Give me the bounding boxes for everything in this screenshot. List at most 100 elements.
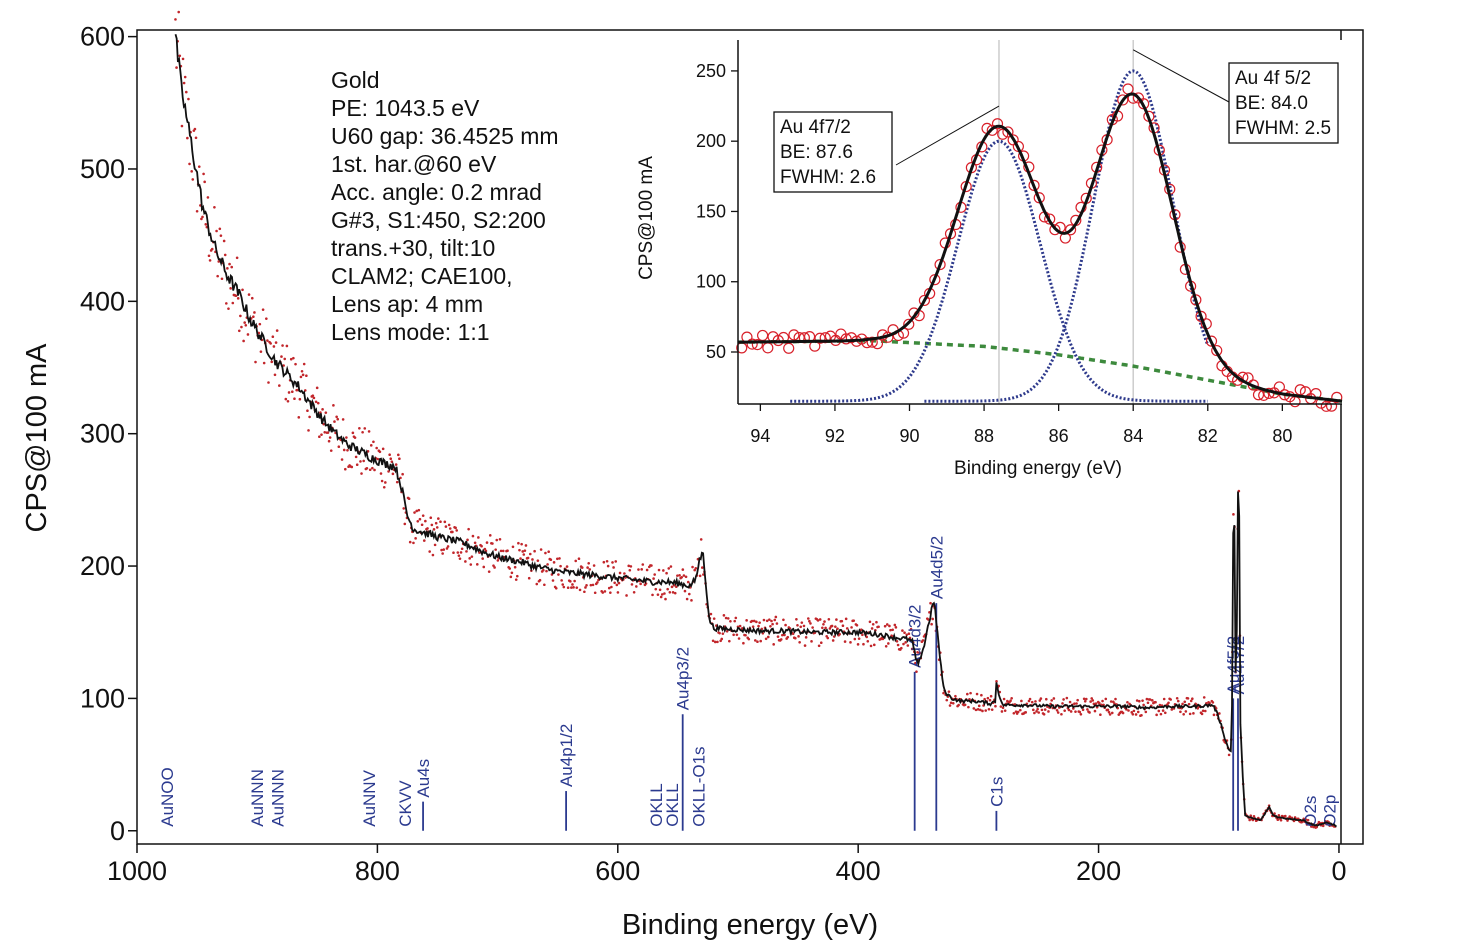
survey-noise-dot — [884, 644, 888, 648]
survey-noise-dot — [765, 619, 769, 623]
inset-x-tick-label: 82 — [1198, 426, 1218, 446]
survey-noise-dot — [414, 537, 417, 540]
survey-noise-dot — [1062, 698, 1065, 701]
survey-noise-dot — [527, 576, 531, 580]
inset-data-marker — [1320, 400, 1332, 412]
survey-noise-dot — [577, 557, 581, 561]
survey-noise-dot — [203, 180, 206, 184]
survey-noise-dot — [606, 564, 610, 568]
survey-noise-dot — [488, 534, 492, 537]
survey-noise-dot — [1086, 708, 1089, 711]
survey-noise-dot — [558, 557, 561, 560]
survey-noise-dot — [1001, 706, 1005, 710]
survey-noise-dot — [902, 642, 905, 646]
survey-noise-dot — [1009, 699, 1012, 703]
peak-box-frame — [1228, 62, 1339, 144]
survey-noise-dot — [654, 587, 658, 591]
survey-noise-dot — [514, 578, 518, 581]
survey-noise-dot — [387, 470, 390, 473]
survey-noise-dot — [989, 694, 993, 698]
survey-noise-dot — [990, 708, 994, 711]
survey-noise-dot — [1028, 697, 1032, 701]
survey-noise-dot — [742, 641, 745, 645]
survey-noise-dot — [824, 626, 827, 630]
survey-noise-dot — [243, 321, 246, 324]
survey-noise-dot — [810, 640, 813, 643]
survey-noise-dot — [340, 458, 344, 461]
survey-noise-dot — [676, 574, 679, 577]
survey-noise-dot — [709, 612, 713, 616]
survey-noise-dot — [1140, 713, 1143, 717]
survey-noise-dot — [412, 541, 415, 545]
survey-noise-dot — [1104, 697, 1108, 701]
survey-noise-dot — [1030, 700, 1034, 704]
survey-noise-dot — [250, 296, 254, 300]
survey-noise-dot — [443, 520, 447, 524]
annotation-line: Acc. angle: 0.2 mrad — [331, 179, 542, 205]
survey-noise-dot — [1218, 712, 1221, 715]
survey-noise-dot — [640, 568, 644, 571]
survey-noise-dot — [355, 463, 359, 467]
survey-noise-dot — [587, 561, 590, 565]
survey-noise-dot — [632, 591, 636, 594]
survey-noise-dot — [580, 566, 584, 569]
survey-noise-dot — [493, 566, 496, 569]
survey-noise-dot — [722, 614, 726, 617]
survey-noise-dot — [1037, 711, 1041, 714]
survey-noise-dot — [333, 420, 336, 423]
survey-noise-dot — [283, 357, 287, 361]
survey-noise-dot — [213, 205, 216, 209]
survey-noise-dot — [1211, 701, 1215, 704]
survey-noise-dot — [1083, 699, 1087, 703]
survey-noise-dot — [768, 618, 771, 621]
survey-noise-dot — [510, 571, 514, 575]
survey-noise-dot — [1027, 699, 1031, 703]
survey-noise-dot — [354, 455, 358, 459]
inset-fit-envelope — [737, 92, 1343, 403]
survey-noise-dot — [398, 457, 401, 461]
survey-noise-dot — [783, 633, 786, 637]
survey-noise-dot — [678, 573, 681, 577]
survey-noise-dot — [336, 417, 340, 421]
survey-noise-dot — [267, 381, 270, 384]
survey-noise-dot — [1276, 818, 1280, 821]
survey-noise-dot — [683, 589, 687, 593]
survey-noise-dot — [1093, 709, 1097, 713]
survey-noise-dot — [1175, 696, 1179, 700]
survey-noise-dot — [1135, 699, 1139, 702]
peak-box-line: BE: 84.0 — [1235, 93, 1308, 114]
survey-noise-dot — [1000, 710, 1004, 713]
survey-noise-dot — [835, 618, 838, 621]
survey-noise-dot — [1127, 709, 1130, 712]
main-x-tick-label: 200 — [1076, 856, 1121, 886]
survey-noise-dot — [905, 633, 909, 637]
survey-noise-dot — [341, 418, 345, 421]
survey-noise-dot — [1110, 711, 1114, 715]
survey-noise-dot — [261, 308, 265, 311]
survey-noise-dot — [247, 293, 251, 296]
survey-noise-dot — [887, 642, 890, 645]
survey-noise-dot — [796, 624, 799, 627]
survey-noise-dot — [669, 565, 673, 568]
survey-noise-dot — [844, 617, 848, 621]
survey-noise-dot — [988, 698, 992, 702]
survey-noise-dot — [860, 628, 863, 631]
survey-noise-dot — [379, 472, 383, 475]
survey-noise-dot — [1114, 697, 1117, 701]
survey-noise-dot — [518, 548, 521, 552]
survey-noise-dot — [430, 523, 434, 527]
survey-noise-dot — [680, 575, 684, 579]
survey-noise-dot — [634, 585, 638, 588]
survey-noise-dot — [1189, 699, 1193, 703]
survey-noise-dot — [1019, 708, 1022, 712]
survey-noise-dot — [770, 619, 773, 623]
annotation-line: G#3, S1:450, S2:200 — [331, 207, 546, 233]
survey-noise-dot — [712, 617, 716, 620]
survey-noise-dot — [1063, 709, 1066, 712]
survey-noise-dot — [605, 559, 609, 563]
survey-noise-dot — [1150, 699, 1154, 702]
survey-noise-dot — [397, 453, 400, 457]
survey-noise-dot — [870, 627, 874, 630]
survey-noise-dot — [1184, 710, 1188, 713]
inset-data-marker — [903, 318, 915, 330]
